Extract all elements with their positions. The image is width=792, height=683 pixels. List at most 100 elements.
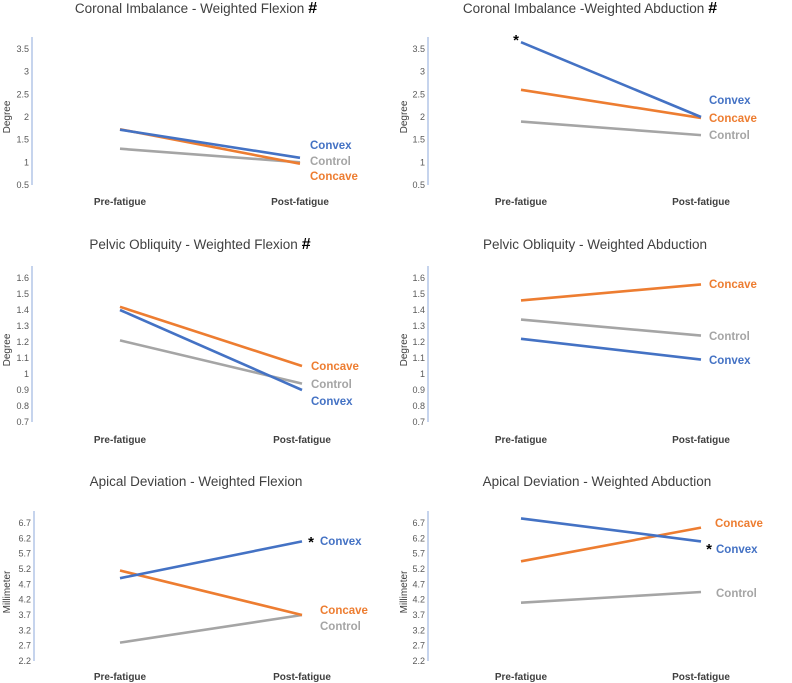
chart-title: Pelvic Obliquity - Weighted Abduction [483,237,707,252]
y-tick-label: 3.2 [412,625,425,635]
y-tick-label: 2.7 [412,641,425,651]
significance-asterisk: * [513,32,519,49]
y-tick-label: 2.2 [412,656,425,666]
series-label-concave: Concave [310,171,358,183]
y-tick-label: 3.2 [18,625,31,635]
chart-panel-6: Apical Deviation - Weighted Abduction 2.2… [399,474,763,683]
x-category-label: Pre-fatigue [495,197,548,208]
x-category-label: Pre-fatigue [495,672,548,683]
series-line-concave [520,526,702,563]
series-line-control [520,120,702,137]
y-tick-label: 0.9 [412,385,425,395]
x-category-label: Post-fatigue [672,672,730,683]
series-label-convex: Convex [311,396,353,408]
y-tick-label: 0.7 [16,417,29,427]
series-label-control: Control [709,130,750,142]
y-tick-label: 1 [420,157,425,167]
y-tick-label: 6.2 [18,533,31,543]
y-tick-label: 0.5 [412,180,425,190]
y-axis-label: Degree [2,333,13,366]
y-axis-label: Degree [399,100,410,133]
y-tick-label: 3 [420,67,425,77]
y-tick-label: 1.5 [412,135,425,145]
x-category-label: Post-fatigue [273,435,331,446]
x-category-label: Post-fatigue [273,672,331,683]
y-tick-label: 1.4 [412,305,425,315]
significance-mark: # [308,0,317,17]
y-tick-label: 2 [24,112,29,122]
y-tick-label: 2.2 [18,656,31,666]
significance-asterisk: * [706,541,712,558]
series-label-control: Control [320,621,361,633]
x-category-label: Post-fatigue [672,435,730,446]
y-axis-label: Millimeter [2,570,13,613]
y-tick-label: 5.7 [412,549,425,559]
y-tick-label: 4.7 [18,579,31,589]
series-label-convex: Convex [709,355,751,367]
y-tick-label: 1.6 [412,273,425,283]
y-tick-label: 3 [24,67,29,77]
series-line-concave [119,305,303,368]
series-line-control [119,613,303,644]
series-label-control: Control [311,379,352,391]
y-tick-label: 4.2 [18,595,31,605]
y-tick-label: 0.9 [16,385,29,395]
series-label-convex: Convex [310,140,352,152]
y-axis-label: Millimeter [399,570,410,613]
chart-panel-2: Coronal Imbalance -Weighted Abduction # 0.… [399,0,757,208]
y-tick-label: 4.2 [412,595,425,605]
series-label-control: Control [310,156,351,168]
x-category-label: Pre-fatigue [94,197,147,208]
y-tick-label: 1.5 [16,135,29,145]
y-tick-label: 1 [420,369,425,379]
y-tick-label: 0.8 [16,401,29,411]
series-line-convex [520,40,702,119]
chart-title: Coronal Imbalance -Weighted Abduction # [463,0,717,17]
x-category-label: Pre-fatigue [94,672,147,683]
y-tick-label: 6.2 [412,533,425,543]
y-tick-label: 1.3 [412,321,425,331]
series-line-concave [520,88,702,120]
y-axis-label: Degree [2,100,13,133]
chart-title: Apical Deviation - Weighted Flexion [90,474,303,489]
y-tick-label: 1 [24,157,29,167]
chart-panel-3: Pelvic Obliquity - Weighted Flexion # 0.7 0… [2,236,359,446]
chart-title: Pelvic Obliquity - Weighted Flexion # [89,236,310,253]
chart-panel-4: Pelvic Obliquity - Weighted Abduction 0.7… [399,237,757,446]
series-line-convex [520,337,702,361]
y-tick-label: 1.3 [16,321,29,331]
series-line-concave [520,283,702,302]
significance-asterisk: * [308,534,314,551]
significance-mark: # [708,0,717,17]
y-tick-label: 3.5 [412,44,425,54]
series-line-control [520,318,702,337]
y-tick-label: 4.7 [412,579,425,589]
chart-title: Coronal Imbalance - Weighted Flexion # [75,0,317,17]
y-tick-label: 1.1 [16,353,29,363]
series-label-concave: Concave [311,361,359,373]
y-tick-label: 1.5 [412,289,425,299]
x-category-label: Pre-fatigue [495,435,548,446]
significance-mark: # [302,236,311,253]
series-label-control: Control [716,588,757,600]
x-category-label: Pre-fatigue [94,435,147,446]
y-tick-label: 2.5 [412,89,425,99]
series-line-convex [119,128,301,160]
series-line-convex [119,540,303,580]
series-label-concave: Concave [709,279,757,291]
series-label-concave: Concave [320,605,368,617]
y-tick-label: 3.7 [412,610,425,620]
y-tick-label: 6.7 [412,518,425,528]
y-tick-label: 6.7 [18,518,31,528]
series-label-control: Control [709,331,750,343]
series-line-control [119,147,301,164]
y-tick-label: 0.5 [16,180,29,190]
y-tick-label: 0.8 [412,401,425,411]
y-tick-label: 0.7 [412,417,425,427]
chart-title: Apical Deviation - Weighted Abduction [483,474,712,489]
x-category-label: Post-fatigue [271,197,329,208]
series-label-concave: Concave [715,518,763,530]
y-tick-label: 5.7 [18,549,31,559]
series-line-concave [119,569,303,617]
